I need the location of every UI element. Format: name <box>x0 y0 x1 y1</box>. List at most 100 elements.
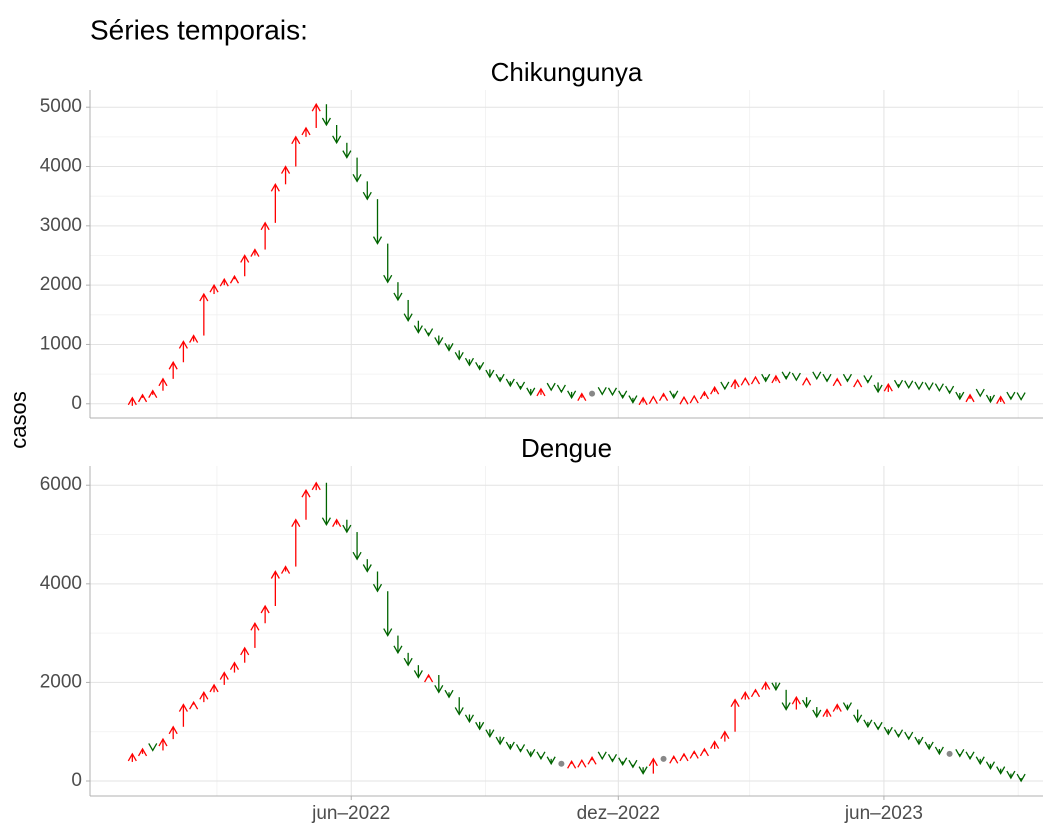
arrow-head <box>321 517 331 526</box>
arrow-up <box>301 488 311 520</box>
arrow-down <box>781 371 791 381</box>
arrow-head <box>137 747 148 757</box>
arrow-up <box>730 378 740 389</box>
arrow-up <box>883 382 893 392</box>
arrow-down <box>434 335 444 346</box>
arrow-head <box>771 682 781 692</box>
arrow-head <box>546 382 556 392</box>
arrow-up <box>802 376 812 386</box>
arrow-down <box>893 379 904 389</box>
arrow-down <box>904 731 914 741</box>
arrow-down <box>413 665 423 679</box>
arrow-head <box>873 384 883 394</box>
arrow-down <box>383 591 393 637</box>
arrow-down <box>321 482 331 526</box>
arrow-down <box>495 736 505 746</box>
arrow-head <box>740 690 750 700</box>
arrow-head <box>945 385 955 395</box>
arrow-head <box>577 392 587 402</box>
arrow-head <box>965 393 975 403</box>
arrow-up <box>158 737 168 751</box>
arrow-down <box>893 729 904 738</box>
arrow-head <box>383 628 393 637</box>
arrow-up <box>280 165 291 185</box>
arrow-up <box>250 248 260 257</box>
arrow-up <box>710 385 720 395</box>
arrow-head <box>924 382 934 391</box>
y-tick-label: 0 <box>71 393 82 414</box>
arrow-head <box>689 750 699 759</box>
arrow-head <box>761 373 771 383</box>
arrow-head <box>372 583 383 593</box>
arrow-head <box>434 337 444 346</box>
panel-title: Chikungunya <box>491 57 643 87</box>
arrow-down <box>669 390 679 400</box>
arrow-head <box>270 570 280 579</box>
arrow-down <box>515 381 526 391</box>
arrow-up <box>699 390 709 400</box>
arrow-head <box>710 385 720 395</box>
arrow-up <box>250 621 260 648</box>
arrow-up <box>822 708 832 717</box>
arrow-head <box>740 376 750 386</box>
arrow-up <box>577 758 587 768</box>
arrow-up <box>669 755 679 764</box>
arrow-up <box>832 377 842 387</box>
arrow-down <box>546 756 556 766</box>
arrow-head <box>955 749 965 758</box>
arrow-head <box>628 759 638 769</box>
arrow-head <box>454 351 464 361</box>
x-tick-label: dez–2022 <box>577 803 660 823</box>
arrow-up <box>638 396 648 406</box>
arrow-down <box>628 395 638 404</box>
arrow-head <box>710 740 720 749</box>
arrow-head <box>720 381 730 391</box>
y-tick-label: 0 <box>71 770 82 791</box>
arrow-head <box>689 394 699 404</box>
arrow-head <box>372 236 383 245</box>
y-tick-label: 4000 <box>40 156 82 177</box>
arrow-up <box>270 570 280 607</box>
arrow-down <box>475 362 485 371</box>
no-change-point <box>589 390 596 397</box>
arrow-head <box>883 382 893 392</box>
arrow-head <box>607 753 618 763</box>
arrow-down <box>812 707 822 719</box>
arrow-head <box>955 391 965 401</box>
arrow-head <box>383 274 393 284</box>
arrow-head <box>352 174 362 183</box>
arrow-down <box>996 766 1006 775</box>
arrow-up <box>240 646 250 663</box>
arrow-down <box>556 384 566 394</box>
arrow-head <box>189 334 199 343</box>
arrow-head <box>393 292 403 302</box>
arrow-head <box>893 729 904 738</box>
arrow-down <box>924 741 934 751</box>
arrow-head <box>189 700 199 710</box>
arrow-down <box>464 714 475 724</box>
arrow-head <box>822 373 832 383</box>
arrow-down <box>842 702 853 711</box>
arrow-head <box>424 328 434 337</box>
arrow-head <box>475 362 485 371</box>
arrow-head <box>485 729 495 738</box>
arrow-head <box>658 392 669 402</box>
arrow-head <box>904 731 914 741</box>
arrow-head <box>1006 770 1016 780</box>
arrow-head <box>597 386 607 396</box>
arrow-head <box>178 703 188 712</box>
arrow-down <box>853 709 863 724</box>
arrow-down <box>342 519 352 534</box>
arrow-up <box>740 376 750 386</box>
panel-title: Dengue <box>521 433 612 463</box>
arrow-head <box>403 313 413 323</box>
arrow-up <box>648 395 658 404</box>
arrow-down <box>934 383 944 393</box>
arrow-head <box>362 564 372 573</box>
arrow-down <box>372 571 383 593</box>
arrow-down <box>628 759 638 769</box>
arrow-head <box>893 379 904 389</box>
arrow-down <box>607 387 618 397</box>
arrow-up <box>199 292 209 336</box>
